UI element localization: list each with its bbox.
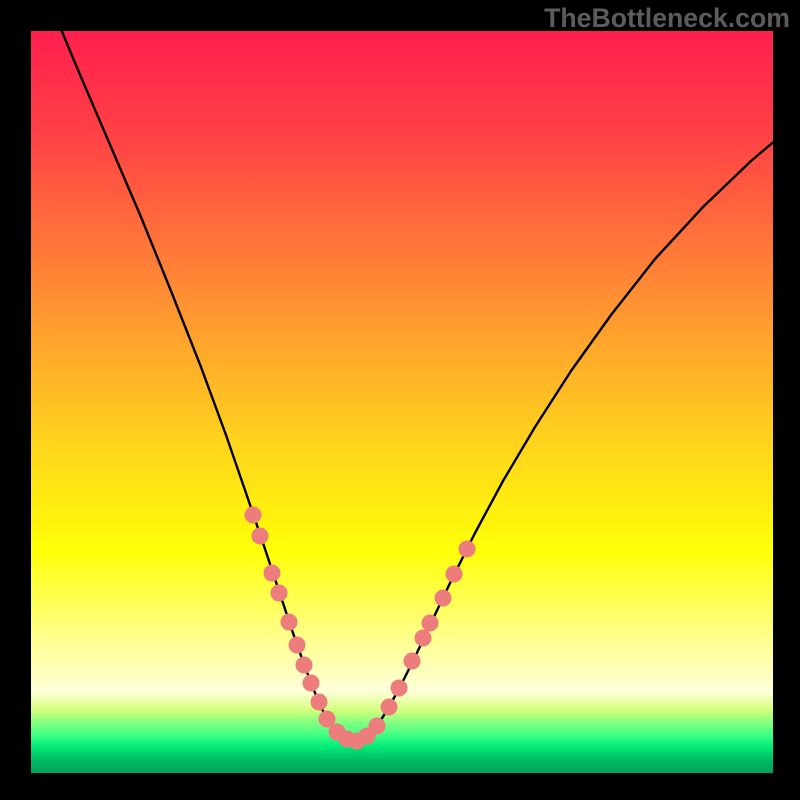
- marker-point: [422, 615, 438, 631]
- marker-point: [415, 630, 431, 646]
- marker-point: [264, 565, 280, 581]
- marker-point: [369, 718, 385, 734]
- marker-point: [459, 541, 475, 557]
- watermark-text: TheBottleneck.com: [544, 3, 790, 34]
- gradient-background: [31, 31, 773, 773]
- marker-point: [381, 699, 397, 715]
- marker-point: [289, 637, 305, 653]
- marker-point: [446, 566, 462, 582]
- marker-point: [303, 675, 319, 691]
- marker-point: [281, 614, 297, 630]
- marker-point: [311, 694, 327, 710]
- marker-point: [252, 528, 268, 544]
- outer-frame: TheBottleneck.com: [0, 0, 800, 800]
- chart-plot: [0, 0, 800, 800]
- marker-point: [296, 657, 312, 673]
- marker-point: [271, 585, 287, 601]
- marker-point: [391, 680, 407, 696]
- marker-point: [404, 653, 420, 669]
- marker-point: [319, 711, 335, 727]
- marker-point: [245, 507, 261, 523]
- marker-point: [435, 590, 451, 606]
